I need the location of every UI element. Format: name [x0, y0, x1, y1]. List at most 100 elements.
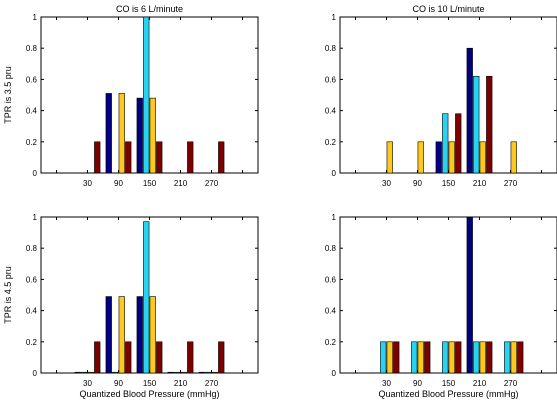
bar: [211, 371, 218, 374]
x-tick-label: 270: [504, 379, 518, 388]
bar: [125, 141, 132, 174]
bar: [473, 341, 480, 374]
bar: [156, 141, 163, 174]
bar: [136, 97, 143, 174]
bar: [180, 371, 187, 374]
y-tick-label: 0.2: [26, 138, 38, 147]
y-tick-label: 0.6: [26, 75, 38, 84]
x-tick-label: 150: [143, 179, 157, 188]
bar: [105, 296, 112, 374]
x-tick-label: 30: [83, 179, 92, 188]
bar: [187, 341, 194, 374]
bar: [455, 341, 462, 374]
chart-title: CO is 10 L/minute: [412, 4, 484, 14]
bar: [167, 371, 174, 374]
chart-panel-1: 30 90 150 210 270 0 0.2 0.4 0.6 0.8 1 CO is 6 L/min…: [3, 4, 259, 188]
x-tick-label: 30: [382, 179, 391, 188]
bar: [118, 93, 125, 174]
y-tick-label: 0.8: [26, 244, 38, 253]
y-tick-label: 1: [33, 13, 38, 22]
bar: [81, 371, 88, 374]
bar: [510, 341, 517, 374]
bar: [112, 371, 119, 374]
plot-area: [339, 216, 557, 374]
bar: [198, 371, 205, 374]
x-tick-label: 210: [174, 379, 188, 388]
bar: [424, 341, 431, 374]
bar: [149, 97, 156, 174]
x-tick-label: 150: [442, 379, 456, 388]
y-tick-label: 0.4: [26, 107, 38, 116]
bar: [105, 93, 112, 174]
chart-panel-4: 30 90 150 210 270 0 0.2 0.4 0.6 0.8 1 Quantized Blo…: [325, 213, 557, 399]
y-tick-label: 0.2: [325, 138, 337, 147]
y-tick-label: 1: [332, 213, 337, 222]
x-tick-label: 90: [114, 179, 123, 188]
bar: [218, 141, 225, 174]
y-tick-label: 0.6: [325, 275, 337, 284]
y-tick-label: 0.4: [26, 307, 38, 316]
bar: [386, 141, 393, 174]
bar: [118, 296, 125, 374]
plot-area: [40, 216, 259, 374]
bar: [218, 341, 225, 374]
y-axis-label: TPR is 4.5 pru: [3, 266, 13, 324]
bar: [205, 371, 212, 374]
bar: [466, 47, 473, 174]
y-tick-label: 0.8: [325, 44, 337, 53]
y-axis-label: TPR is 3.5 pru: [3, 66, 13, 124]
x-axis-label: Quantized Blood Pressure (mmHg): [79, 389, 219, 399]
bar: [156, 341, 163, 374]
y-tick-label: 0.2: [26, 338, 38, 347]
bar: [143, 16, 150, 174]
bar: [94, 141, 101, 174]
bar: [504, 341, 511, 374]
bar: [486, 341, 493, 374]
y-tick-label: 0: [33, 369, 38, 378]
y-tick-label: 0.4: [325, 107, 337, 116]
chart-panel-2: 30 90 150 210 270 0 0.2 0.4 0.6 0.8 1 CO is 10 L/mi…: [325, 4, 557, 188]
y-tick-label: 0.6: [325, 75, 337, 84]
bar: [435, 141, 442, 174]
y-tick-label: 0.8: [26, 44, 38, 53]
bar: [174, 371, 181, 374]
bar: [442, 341, 449, 374]
bar: [473, 75, 480, 174]
x-tick-label: 30: [382, 379, 391, 388]
x-tick-label: 270: [205, 179, 219, 188]
chart-panel-3: 30 90 150 210 270 0 0.2 0.4 0.6 0.8 1 TPR is 4.5 pr…: [3, 213, 259, 399]
y-tick-label: 0.4: [325, 307, 337, 316]
y-tick-label: 0.2: [325, 338, 337, 347]
bar: [149, 296, 156, 374]
plot-area: [40, 16, 259, 174]
bar: [74, 371, 81, 374]
bar: [417, 141, 424, 174]
x-tick-label: 90: [114, 379, 123, 388]
x-tick-label: 210: [473, 179, 487, 188]
x-tick-label: 210: [174, 179, 188, 188]
x-axis-label: Quantized Blood Pressure (mmHg): [378, 389, 518, 399]
bar: [94, 341, 101, 374]
bar: [411, 341, 418, 374]
bar: [417, 341, 424, 374]
x-tick-label: 90: [413, 379, 422, 388]
x-tick-label: 270: [504, 179, 518, 188]
bar: [510, 141, 517, 174]
bar: [479, 141, 486, 174]
x-tick-label: 150: [442, 179, 456, 188]
x-tick-label: 90: [413, 179, 422, 188]
bar: [455, 113, 462, 174]
y-tick-label: 0: [332, 169, 337, 178]
plot-area: [339, 16, 557, 174]
y-tick-label: 1: [33, 213, 38, 222]
bar: [393, 341, 400, 374]
y-tick-label: 1: [332, 13, 337, 22]
x-tick-label: 270: [205, 379, 219, 388]
bar: [466, 216, 473, 374]
x-tick-label: 150: [143, 379, 157, 388]
y-tick-label: 0: [33, 169, 38, 178]
y-tick-label: 0.8: [325, 244, 337, 253]
bar: [136, 296, 143, 374]
bar: [448, 141, 455, 174]
